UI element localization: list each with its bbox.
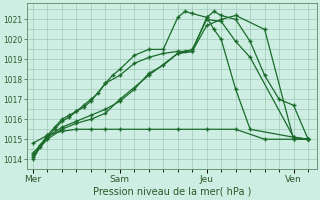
X-axis label: Pression niveau de la mer( hPa ): Pression niveau de la mer( hPa ) [92,187,251,197]
